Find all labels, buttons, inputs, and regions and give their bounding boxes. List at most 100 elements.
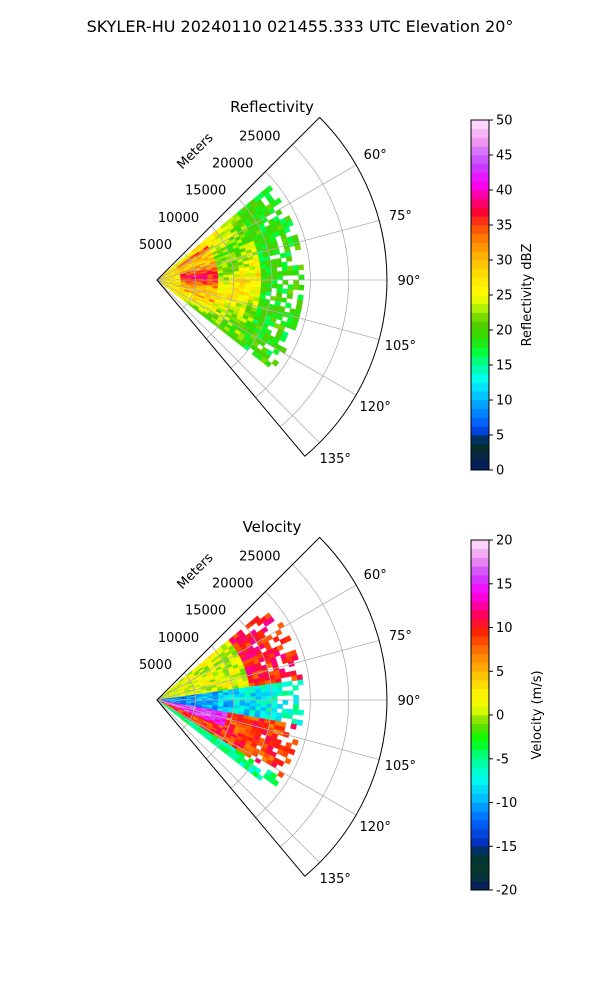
colorbar-band (471, 365, 489, 375)
field-cell (250, 696, 257, 701)
colorbar-band (471, 855, 489, 865)
radial-tick-label: 15000 (185, 604, 226, 619)
colorbar-band (471, 872, 489, 882)
field-cell (265, 707, 272, 713)
colorbar-band (471, 295, 489, 305)
colorbar-band (471, 627, 489, 637)
field-cell (265, 687, 272, 693)
field-cell (271, 283, 278, 289)
angle-gridline (156, 279, 380, 340)
colorbar-tick-label: 10 (496, 394, 513, 409)
field-cell (271, 703, 278, 709)
velocity-title: Velocity (243, 518, 302, 536)
field-cell (270, 262, 277, 269)
colorbar-band (471, 723, 489, 733)
angle-tick-label: 75° (389, 209, 412, 224)
colorbar-tick-label: 40 (496, 184, 513, 199)
field-cell (250, 699, 257, 704)
angle-tick-label: 60° (364, 148, 387, 163)
field-cell (255, 272, 262, 277)
field-cell (276, 288, 283, 294)
field-cell (288, 748, 296, 756)
colorbar-band (471, 828, 489, 838)
reflectivity-colorbar: 0 5 10 15 20 25 30 35 40 45 50 Reflectivity dBZ (470, 114, 535, 479)
colorbar-tick-label: 20 (496, 534, 513, 549)
angle-gridline (156, 279, 320, 443)
radial-tick-label: 5000 (139, 658, 172, 673)
colorbar-band (471, 216, 489, 226)
colorbar-band (471, 820, 489, 830)
colorbar-band (471, 583, 489, 593)
colorbar-tick-label: 0 (496, 709, 504, 724)
field-cell (280, 297, 288, 304)
reflectivity-radial-ticks: 5000 10000 15000 20000 25000 (139, 130, 280, 253)
field-cell (234, 699, 241, 704)
colorbar-band (471, 260, 489, 270)
radial-tick-label: 20000 (212, 577, 253, 592)
angle-tick-label: 120° (360, 400, 391, 415)
field-cell (284, 635, 292, 643)
colorbar-band (471, 356, 489, 366)
colorbar-band (471, 697, 489, 707)
colorbar-band (471, 242, 489, 252)
field-cell (287, 288, 294, 295)
colorbar-band (471, 251, 489, 261)
velocity-colorbar: -20 -15 -10 -5 0 5 10 15 20 Velocity (m/s) (470, 534, 545, 899)
reflectivity-grid (156, 116, 388, 457)
field-cell (296, 674, 304, 681)
colorbar-band (471, 268, 489, 278)
field-cell (281, 681, 288, 688)
colorbar-band (471, 662, 489, 672)
colorbar-band (471, 610, 489, 620)
field-cell (264, 359, 272, 368)
field-cell (250, 279, 257, 284)
colorbar-tick-label: 50 (496, 114, 513, 129)
radial-tick-label: 20000 (212, 157, 253, 172)
field-cell (239, 699, 246, 704)
field-cell (271, 267, 278, 273)
field-cell (291, 654, 299, 662)
colorbar-band (471, 732, 489, 742)
velocity-radial-ticks: 5000 10000 15000 20000 25000 (139, 550, 280, 673)
radial-gridline (230, 198, 273, 369)
field-cell (286, 680, 293, 687)
field-cell (266, 283, 273, 289)
field-cell (265, 683, 272, 689)
colorbar-band (471, 400, 489, 410)
field-cell (270, 682, 277, 689)
reflectivity-colorbar-ticks: 0 5 10 15 20 25 30 35 40 45 50 (489, 114, 513, 479)
radial-gridline (230, 618, 273, 789)
colorbar-tick-label: 10 (496, 621, 513, 636)
field-cell (250, 692, 257, 697)
figure-title: SKYLER-HU 20240110 021455.333 UTC Elevat… (87, 17, 514, 36)
field-cell (255, 283, 262, 288)
angle-tick-label: 60° (364, 568, 387, 583)
reflectivity-radial-axis-label: Meters (175, 130, 217, 172)
field-cell (290, 723, 297, 730)
field-cell (265, 263, 272, 269)
radial-tick-label: 25000 (239, 550, 280, 565)
field-cell (234, 696, 241, 701)
angle-gridline (156, 640, 380, 701)
angle-gridline (156, 699, 380, 760)
field-cell (223, 694, 230, 698)
field-cell (281, 288, 289, 294)
velocity-colorbar-label: Velocity (m/s) (530, 670, 545, 759)
colorbar-band (471, 198, 489, 208)
colorbar-band (471, 811, 489, 821)
colorbar-band (471, 163, 489, 173)
field-cell (244, 279, 251, 284)
field-cell (266, 703, 273, 709)
velocity-angle-ticks: 60° 75° 90° 105° 120° 135° (320, 568, 421, 887)
angle-gridline (156, 220, 380, 281)
colorbar-band (471, 750, 489, 760)
field-cell (287, 270, 294, 276)
field-cell (260, 279, 267, 285)
colorbar-tick-label: 0 (496, 464, 504, 479)
field-cell (250, 703, 257, 708)
field-cell (260, 688, 267, 693)
colorbar-band (471, 408, 489, 418)
colorbar-band (471, 338, 489, 348)
colorbar-band (471, 881, 489, 891)
reflectivity-angle-ticks: 60° 75° 90° 105° 120° 135° (320, 148, 421, 467)
